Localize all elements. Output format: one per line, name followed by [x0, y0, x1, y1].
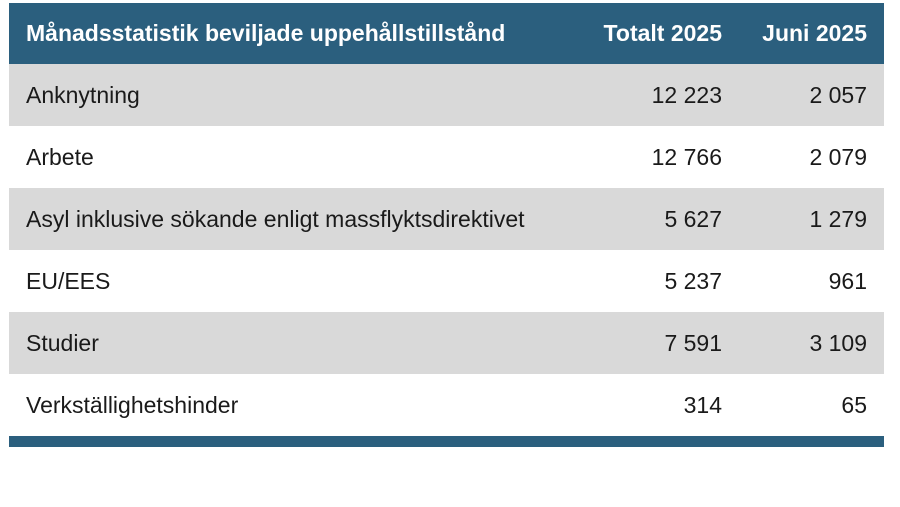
statistics-table-container: Månadsstatistik beviljade uppehållstills… [9, 3, 884, 447]
header-category: Månadsstatistik beviljade uppehållstills… [9, 3, 579, 64]
row-total: 5 237 [579, 250, 739, 312]
table-row: EU/EES 5 237 961 [9, 250, 884, 312]
row-total: 5 627 [579, 188, 739, 250]
row-total: 12 223 [579, 64, 739, 126]
row-label: Studier [9, 312, 579, 374]
row-june: 2 057 [739, 64, 884, 126]
row-total: 7 591 [579, 312, 739, 374]
row-june: 3 109 [739, 312, 884, 374]
table-row: Arbete 12 766 2 079 [9, 126, 884, 188]
row-june: 961 [739, 250, 884, 312]
row-label: Arbete [9, 126, 579, 188]
header-total-2025: Totalt 2025 [579, 3, 739, 64]
table-row: Anknytning 12 223 2 057 [9, 64, 884, 126]
table-row: Asyl inklusive sökande enligt massflykts… [9, 188, 884, 250]
table-row: Verkställighetshinder 314 65 [9, 374, 884, 436]
row-june: 2 079 [739, 126, 884, 188]
table-row: Studier 7 591 3 109 [9, 312, 884, 374]
table-header-row: Månadsstatistik beviljade uppehållstills… [9, 3, 884, 64]
row-label: Asyl inklusive sökande enligt massflykts… [9, 188, 579, 250]
table-footer-bar [9, 436, 884, 447]
row-total: 314 [579, 374, 739, 436]
row-label: Anknytning [9, 64, 579, 126]
statistics-table: Månadsstatistik beviljade uppehållstills… [9, 3, 884, 436]
row-label: Verkställighetshinder [9, 374, 579, 436]
row-label: EU/EES [9, 250, 579, 312]
header-june-2025: Juni 2025 [739, 3, 884, 64]
row-june: 1 279 [739, 188, 884, 250]
row-june: 65 [739, 374, 884, 436]
row-total: 12 766 [579, 126, 739, 188]
